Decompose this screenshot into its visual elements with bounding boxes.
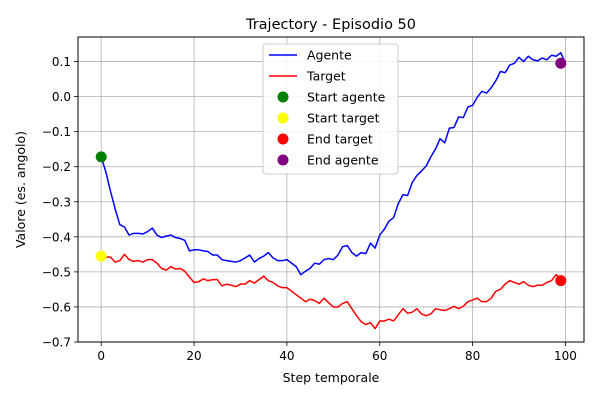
legend-swatch-end-agente xyxy=(277,154,289,166)
x-tick-label: 100 xyxy=(554,349,577,363)
y-tick-label: 0.0 xyxy=(52,90,71,104)
y-tick-label: −0.7 xyxy=(42,336,71,350)
legend: Agente Target Start agente Start target End … xyxy=(262,43,399,175)
end-agente-marker xyxy=(555,57,567,69)
x-tick-label: 0 xyxy=(97,349,105,363)
y-tick-label: −0.4 xyxy=(42,230,71,244)
plot-frame xyxy=(77,36,585,343)
y-tick-label: −0.6 xyxy=(42,300,71,314)
y-tick-label: −0.2 xyxy=(42,160,71,174)
y-tick-label: −0.1 xyxy=(42,125,71,139)
legend-label-target: Target xyxy=(306,69,346,84)
y-tick-label: −0.3 xyxy=(42,195,71,209)
legend-label-end-target: End target xyxy=(307,132,373,147)
y-tick-label: 0.1 xyxy=(52,55,71,69)
chart-title: Trajectory - Episodio 50 xyxy=(245,17,416,33)
plot-area xyxy=(95,52,567,330)
x-tick-label: 20 xyxy=(186,349,201,363)
legend-label-agente: Agente xyxy=(307,48,352,63)
legend-swatch-start-target xyxy=(277,112,289,124)
target-line xyxy=(101,253,566,330)
agente-line xyxy=(100,52,567,276)
legend-label-start-target: Start target xyxy=(307,111,380,126)
legend-label-end-agente: End agente xyxy=(307,153,379,168)
y-axis: −0.7 −0.6 −0.5 −0.4 −0.3 −0.2 −0.1 0.0 0.1 xyxy=(42,55,78,350)
legend-swatch-end-target xyxy=(277,133,289,145)
end-target-marker xyxy=(555,275,567,287)
x-tick-label: 40 xyxy=(279,349,294,363)
legend-swatch-start-agente xyxy=(277,91,289,103)
x-axis: 0 20 40 60 80 100 xyxy=(97,342,577,363)
y-axis-title: Valore (es. angolo) xyxy=(13,131,28,248)
x-axis-title: Step temporale xyxy=(283,370,380,385)
x-tick-label: 60 xyxy=(372,349,387,363)
start-target-marker xyxy=(95,250,107,262)
x-tick-label: 80 xyxy=(465,349,480,363)
legend-label-start-agente: Start agente xyxy=(307,90,386,105)
y-tick-label: −0.5 xyxy=(42,265,71,279)
start-agente-marker xyxy=(95,151,107,163)
